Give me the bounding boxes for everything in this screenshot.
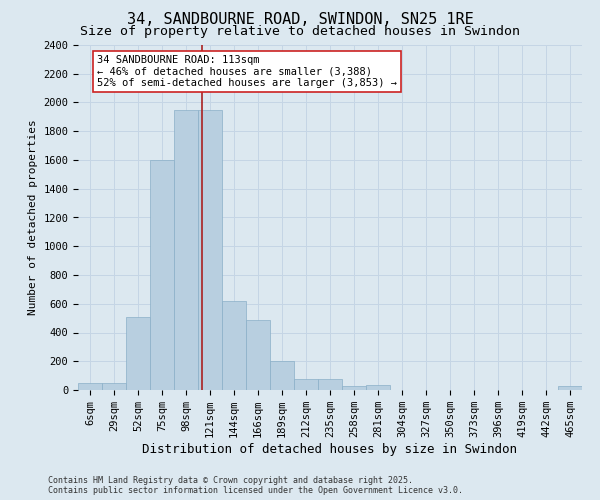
Text: 34 SANDBOURNE ROAD: 113sqm
← 46% of detached houses are smaller (3,388)
52% of s: 34 SANDBOURNE ROAD: 113sqm ← 46% of deta… <box>97 55 397 88</box>
Bar <box>174 110 198 390</box>
Bar <box>126 316 150 390</box>
Text: Contains HM Land Registry data © Crown copyright and database right 2025.
Contai: Contains HM Land Registry data © Crown c… <box>48 476 463 495</box>
Y-axis label: Number of detached properties: Number of detached properties <box>28 120 38 316</box>
Bar <box>246 320 270 390</box>
Bar <box>102 383 126 390</box>
Bar <box>150 160 174 390</box>
Bar <box>78 383 102 390</box>
Bar <box>366 385 390 390</box>
Bar <box>318 379 342 390</box>
Bar <box>270 361 294 390</box>
Bar <box>558 386 582 390</box>
Bar <box>294 379 318 390</box>
Bar <box>222 301 246 390</box>
Bar <box>342 386 366 390</box>
Bar <box>198 110 222 390</box>
X-axis label: Distribution of detached houses by size in Swindon: Distribution of detached houses by size … <box>143 443 517 456</box>
Text: Size of property relative to detached houses in Swindon: Size of property relative to detached ho… <box>80 25 520 38</box>
Text: 34, SANDBOURNE ROAD, SWINDON, SN25 1RE: 34, SANDBOURNE ROAD, SWINDON, SN25 1RE <box>127 12 473 28</box>
